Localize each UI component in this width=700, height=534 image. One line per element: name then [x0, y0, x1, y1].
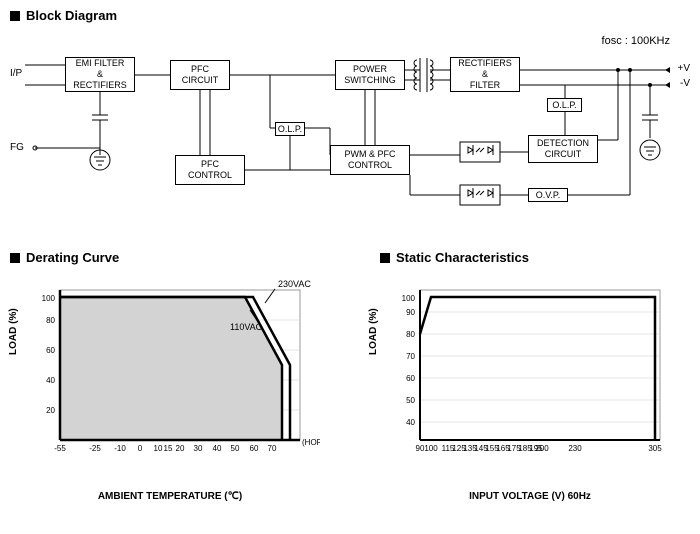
svg-text:10: 10 [154, 444, 163, 453]
static-chart: LOAD (%) 100 90 80 70 60 50 40 90 100 11… [380, 275, 680, 500]
fg-label: FG [10, 142, 24, 153]
svg-text:100: 100 [402, 294, 416, 303]
block-rectifiers-filter: RECTIFIERS&FILTER [450, 57, 520, 92]
section-title-block-diagram: Block Diagram [10, 8, 117, 23]
svg-text:80: 80 [406, 330, 415, 339]
svg-text:110VAC: 110VAC [230, 322, 263, 332]
derating-label: Derating Curve [26, 250, 119, 265]
svg-text:15: 15 [164, 444, 173, 453]
derating-ylabel: LOAD (%) [8, 308, 19, 355]
static-ylabel: LOAD (%) [368, 308, 379, 355]
horizontal-label: (HORIZONTAL) [302, 438, 320, 447]
svg-text:70: 70 [268, 444, 277, 453]
svg-text:230VAC: 230VAC [278, 279, 311, 289]
vp-label: +V [677, 63, 690, 74]
svg-text:305: 305 [648, 444, 662, 453]
svg-text:40: 40 [46, 376, 55, 385]
section-title-static: Static Characteristics [380, 250, 529, 265]
svg-text:30: 30 [194, 444, 203, 453]
block-emi: EMI FILTER&RECTIFIERS [65, 57, 135, 92]
section-title-derating: Derating Curve [10, 250, 119, 265]
svg-text:0: 0 [138, 444, 143, 453]
svg-text:60: 60 [406, 374, 415, 383]
svg-text:80: 80 [46, 316, 55, 325]
block-power-switching: POWERSWITCHING [335, 60, 405, 90]
svg-text:40: 40 [406, 418, 415, 427]
svg-text:100: 100 [424, 444, 438, 453]
static-xlabel: INPUT VOLTAGE (V) 60Hz [380, 491, 680, 502]
ip-label: I/P [10, 68, 22, 79]
derating-xlabel: AMBIENT TEMPERATURE (℃) [20, 491, 320, 502]
derating-chart: LOAD (%) 100 80 60 40 20 -55 -25 -10 0 1… [20, 275, 320, 500]
svg-text:50: 50 [406, 396, 415, 405]
svg-text:200: 200 [535, 444, 549, 453]
svg-text:70: 70 [406, 352, 415, 361]
block-detection: DETECTIONCIRCUIT [528, 135, 598, 163]
static-svg: 100 90 80 70 60 50 40 90 100 115 125 135… [380, 275, 680, 500]
svg-text:-55: -55 [54, 444, 66, 453]
svg-text:-10: -10 [114, 444, 126, 453]
block-olp1: O.L.P. [275, 122, 305, 136]
vn-label: -V [680, 78, 690, 89]
svg-text:60: 60 [46, 346, 55, 355]
block-pfc-control: PFCCONTROL [175, 155, 245, 185]
svg-text:90: 90 [406, 308, 415, 317]
block-pfc-circuit: PFCCIRCUIT [170, 60, 230, 90]
svg-text:230: 230 [568, 444, 582, 453]
svg-text:-25: -25 [89, 444, 101, 453]
block-olp2: O.L.P. [547, 98, 582, 112]
block-ovp: O.V.P. [528, 188, 568, 202]
block-diagram-area: fosc : 100KHz [10, 30, 690, 235]
svg-text:100: 100 [42, 294, 56, 303]
block-diagram-label: Block Diagram [26, 8, 117, 23]
svg-text:40: 40 [213, 444, 222, 453]
svg-text:50: 50 [231, 444, 240, 453]
svg-text:20: 20 [46, 406, 55, 415]
static-label: Static Characteristics [396, 250, 529, 265]
block-pwm-pfc: PWM & PFCCONTROL [330, 145, 410, 175]
derating-svg: 100 80 60 40 20 -55 -25 -10 0 10 15 20 3… [20, 275, 320, 500]
svg-text:60: 60 [250, 444, 259, 453]
svg-text:20: 20 [176, 444, 185, 453]
